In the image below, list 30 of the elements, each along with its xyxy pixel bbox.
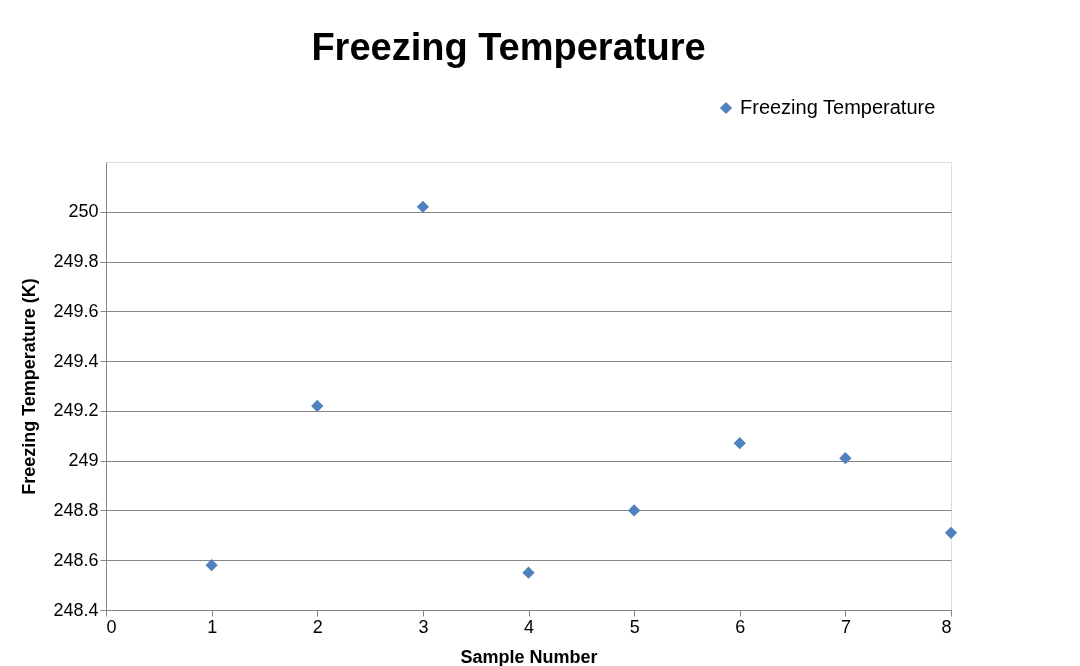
y-tick-label: 249.8 <box>53 251 99 272</box>
point <box>839 452 852 465</box>
y-axis-title: Freezing Temperature (K) <box>19 278 40 495</box>
point <box>944 526 958 539</box>
x-tick-label: 4 <box>523 616 535 637</box>
y-tick-label: 248.6 <box>53 549 99 570</box>
y-tick-label: 248.4 <box>53 599 99 620</box>
point <box>733 437 746 450</box>
y-tick-label: 249 <box>68 450 99 471</box>
point <box>311 399 324 413</box>
point <box>416 200 429 213</box>
x-tick-label: 6 <box>735 616 746 637</box>
x-tick-label: 1 <box>207 616 218 637</box>
y-tick-label: 249.6 <box>53 300 99 321</box>
x-tick-label: 3 <box>418 616 429 637</box>
y-tick-label: 249.4 <box>53 350 99 371</box>
x-tick-label: 2 <box>312 616 323 637</box>
point <box>628 504 641 517</box>
x-axis-title: Sample Number <box>460 646 598 666</box>
point <box>205 559 218 572</box>
x-tick-label: 7 <box>840 616 851 637</box>
y-tick-label: 250 <box>68 201 99 222</box>
legend-label: Freezing Temperature <box>740 96 936 118</box>
chart-title: Freezing Temperature <box>311 26 706 68</box>
y-tick-label: 248.8 <box>53 499 99 520</box>
y-tick-label: 249.2 <box>53 400 99 421</box>
x-tick-label: 0 <box>106 616 117 637</box>
point <box>522 566 535 579</box>
x-tick-label: 5 <box>629 616 640 637</box>
x-tick-label: 8 <box>941 616 952 637</box>
